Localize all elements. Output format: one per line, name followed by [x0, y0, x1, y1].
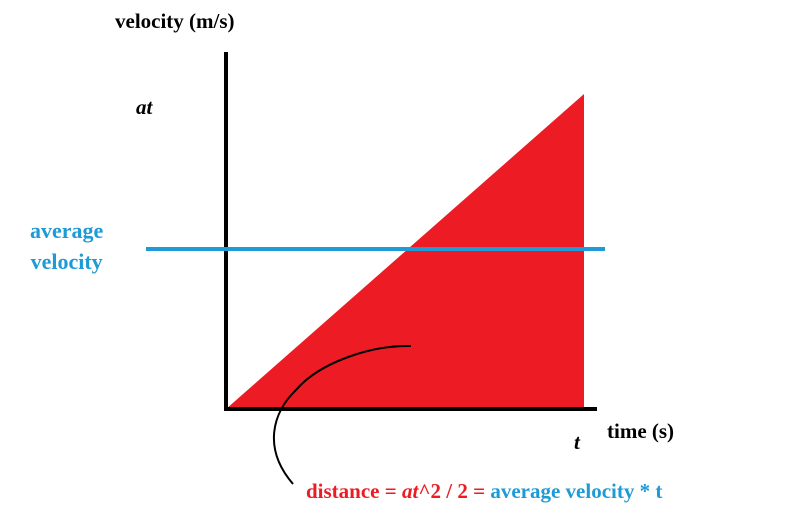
average-velocity-label: average velocity: [30, 215, 103, 277]
formula-average-velocity: average velocity * t: [490, 479, 663, 503]
x-axis-label: time (s): [607, 419, 675, 443]
y-axis-label: velocity (m/s): [115, 9, 235, 33]
distance-formula: distance = at^2 / 2 = average velocity *…: [306, 481, 662, 502]
pointer-curve: [272, 344, 412, 485]
y-max-label: at: [136, 95, 153, 119]
x-max-label: t: [574, 430, 580, 454]
average-velocity-label-line-2: velocity: [30, 249, 103, 274]
formula-distance: distance =: [306, 479, 402, 503]
average-velocity-label-line-1: average: [30, 218, 104, 243]
formula-at: at: [401, 479, 419, 503]
formula-squared: ^2 / 2 =: [418, 479, 491, 503]
distance-area: [226, 94, 584, 409]
